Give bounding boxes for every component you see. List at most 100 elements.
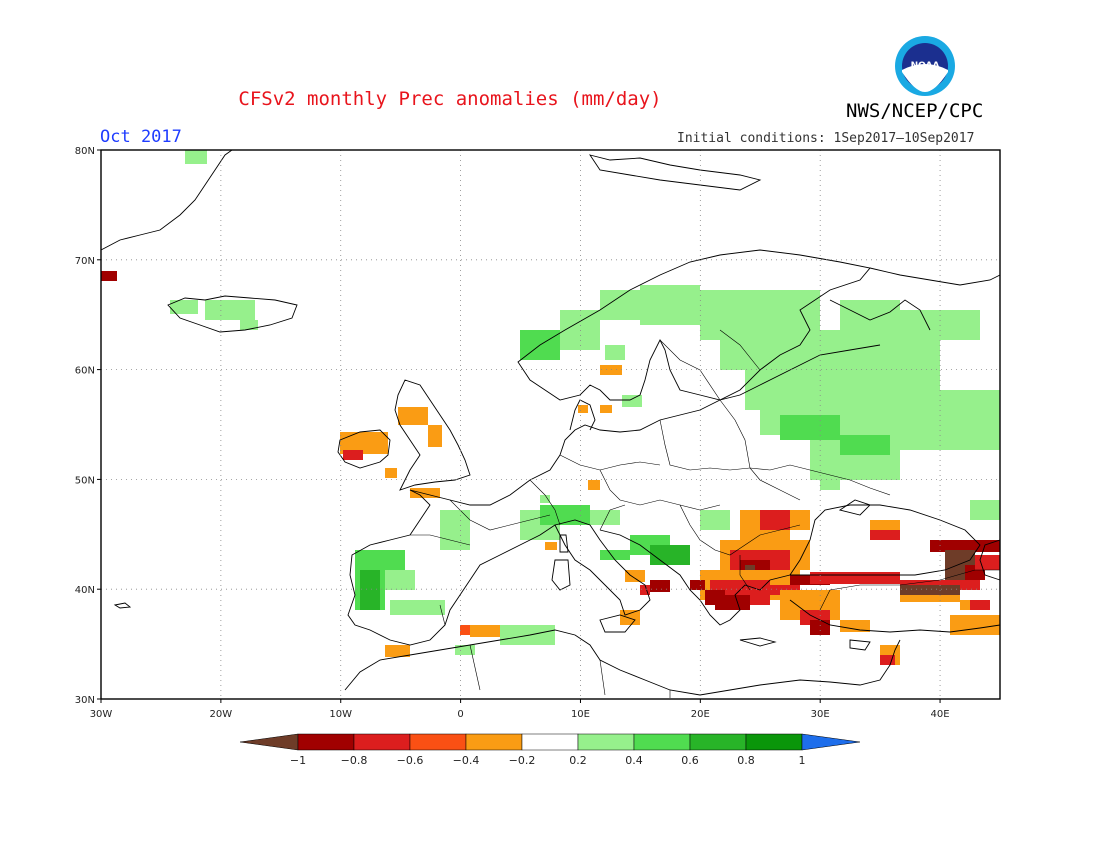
lat-tick-label: 60N [75,366,95,377]
anomaly-cell [385,570,415,590]
anomaly-cell [720,340,810,370]
lon-tick-label: 30E [811,709,830,720]
anomaly-cell [840,435,890,455]
lon-tick-label: 20E [691,709,710,720]
colorbar-bin [521,733,579,751]
anomaly-cell [950,615,1000,635]
anomaly-cell [340,432,388,454]
anomaly-cell [605,345,625,360]
anomaly-cell [900,585,960,595]
anomaly-cell [930,540,1000,552]
colorbar-label: 1 [799,754,806,767]
colorbar-label: −0.6 [397,754,424,767]
anomaly-cell [343,450,363,460]
lat-tick-label: 40N [75,585,95,596]
colorbar-bin [689,733,747,751]
anomaly-cell [385,645,410,657]
colorbar-bin [745,733,803,751]
lat-tick-label: 80N [75,146,95,157]
colorbar-bin [465,733,523,751]
anomaly-cell [840,620,870,632]
anomaly-cell [440,510,470,550]
colorbar [239,733,861,751]
anomaly-cell [385,468,397,478]
anomaly-cell [600,550,630,560]
colorbar-arrow-left [239,733,299,751]
anomaly-cell [455,645,475,655]
country-borders [410,329,1000,698]
lat-tick-label: 70N [75,256,95,267]
anomaly-cell [600,290,640,320]
lon-tick-label: 10W [329,709,352,720]
anomaly-cell [650,580,670,592]
anomaly-cell [470,625,500,637]
anomaly-cell [545,542,557,550]
colorbar-bin [577,733,635,751]
lat-tick-label: 30N [75,695,95,706]
colorbar-label: −0.2 [509,754,536,767]
colorbar-label: −0.8 [341,754,368,767]
anomaly-cell [960,600,990,610]
anomaly-cell [975,555,1000,570]
anomaly-cell [715,595,750,610]
lon-tick-label: 10E [571,709,590,720]
noaa-logo-text: NOAA [911,61,940,71]
anomaly-cell [690,580,705,590]
noaa-logo: NOAA [895,36,955,96]
colorbar-bin [633,733,691,751]
anomaly-cell [590,510,620,525]
initial-conditions-label: Initial conditions: 1Sep2017–10Sep2017 [677,131,975,146]
anomaly-cell [970,500,1000,520]
lat-tick-labels: 80N 70N 60N 50N 40N 30N [75,146,101,706]
colorbar-labels: −1 −0.8 −0.6 −0.4 −0.2 0.2 0.4 0.6 0.8 1 [290,754,806,767]
colorbar-label: 0.4 [625,754,643,767]
colorbar-bin [297,733,355,751]
anomaly-cell [355,550,405,570]
anomaly-cell [640,585,650,595]
anomaly-cell [170,300,198,314]
lon-tick-label: 20W [210,709,233,720]
anomaly-cell [578,405,588,413]
anomaly-cell [560,310,600,350]
lat-tick-label: 50N [75,475,95,486]
org-label: NWS/NCEP/CPC [846,100,984,122]
anomaly-cell [810,572,900,584]
colorbar-bin [409,733,467,751]
anomaly-cell [780,415,840,440]
anomaly-cell [970,405,1000,425]
coastlines [100,149,1001,696]
anomaly-cell [650,545,690,565]
anomaly-cell [588,480,600,490]
anomaly-cell [360,570,380,610]
anomaly-cell [410,488,440,498]
lon-tick-label: 0 [457,709,463,720]
anomaly-cell [428,425,442,447]
month-label: Oct 2017 [100,127,182,147]
colorbar-label: 0.2 [569,754,587,767]
map-frame [100,149,1001,700]
anomaly-cell [240,320,258,330]
anomaly-cell [205,300,255,320]
anomaly-cell [390,600,445,615]
lon-tick-label: 40E [931,709,950,720]
colorbar-label: −1 [290,754,306,767]
anomaly-cell [960,600,970,610]
colorbar-arrow-right [801,733,861,751]
anomaly-cell [870,530,900,540]
anomaly-cells [101,150,1000,665]
anomaly-cell [620,610,640,625]
anomaly-cell [640,285,700,325]
anomaly-cell [101,271,117,281]
anomaly-cell [600,405,612,413]
anomaly-cell [540,505,590,525]
anomaly-cell [820,480,840,490]
lon-tick-label: 30W [90,709,113,720]
colorbar-bin [353,733,411,751]
anomaly-cell [790,510,810,530]
anomaly-cell [622,395,642,407]
anomaly-cell [700,510,730,530]
anomaly-cell [185,150,207,164]
lon-tick-labels: 30W 20W 10W 0 10E 20E 30E 40E [90,699,950,720]
colorbar-label: 0.8 [737,754,755,767]
